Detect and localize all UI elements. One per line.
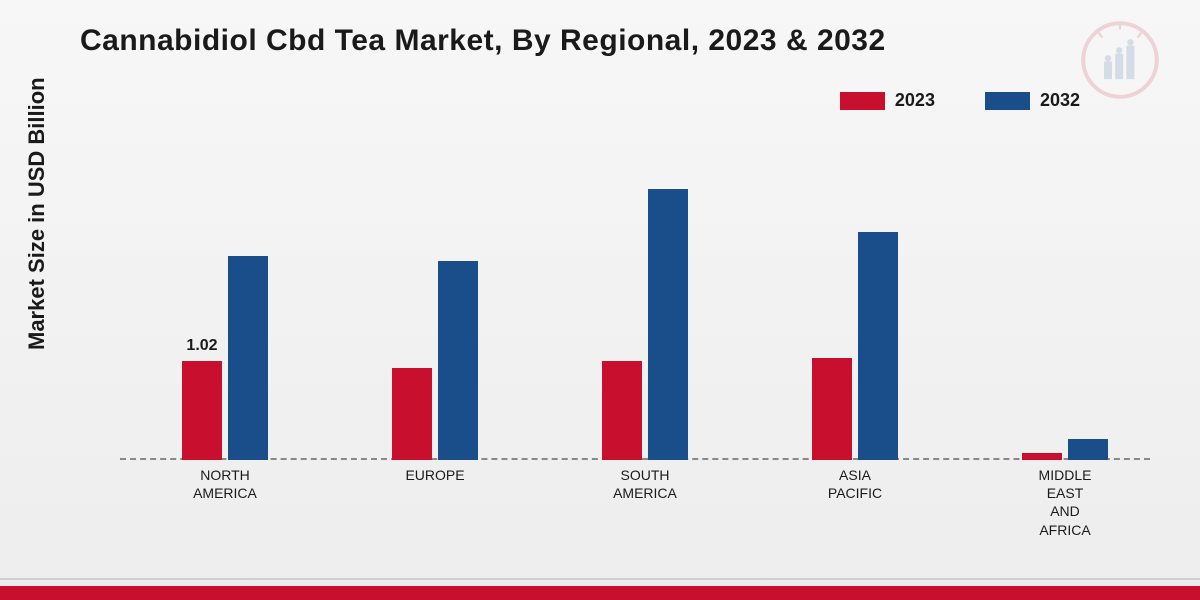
bar-2032 [858,232,898,460]
x-tick-label: MIDDLEEASTANDAFRICA [1000,466,1130,539]
bar-2032 [648,189,688,461]
bar-value-label: 1.02 [186,337,217,355]
bar-group [580,189,710,461]
watermark-logo [1080,20,1160,100]
legend-item-2023: 2023 [840,90,935,111]
legend-item-2032: 2032 [985,90,1080,111]
bar-group [370,261,500,460]
bar-group [1000,439,1130,460]
x-tick-label: ASIAPACIFIC [790,466,920,502]
bar-2023 [392,368,432,460]
bar-2023: 1.02 [182,361,222,460]
x-tick-label: SOUTHAMERICA [580,466,710,502]
bar-2032 [438,261,478,460]
chart-title: Cannabidiol Cbd Tea Market, By Regional,… [80,24,886,58]
footer-separator [0,578,1200,580]
bar-2023 [602,361,642,460]
y-axis-label: Market Size in USD Billion [24,77,50,350]
x-tick-label: NORTHAMERICA [160,466,290,502]
legend-label-2023: 2023 [895,90,935,111]
bar-group: 1.02 [160,256,290,460]
plot-area: 1.02 [120,140,1150,460]
bar-2023 [1022,453,1062,460]
bar-group [790,232,920,460]
legend-swatch-2023 [840,92,885,110]
legend-swatch-2032 [985,92,1030,110]
bar-2032 [228,256,268,460]
bar-2023 [812,358,852,460]
bar-2032 [1068,439,1108,460]
legend: 2023 2032 [840,90,1080,111]
legend-label-2032: 2032 [1040,90,1080,111]
footer-bar [0,586,1200,600]
x-tick-label: EUROPE [370,466,500,484]
